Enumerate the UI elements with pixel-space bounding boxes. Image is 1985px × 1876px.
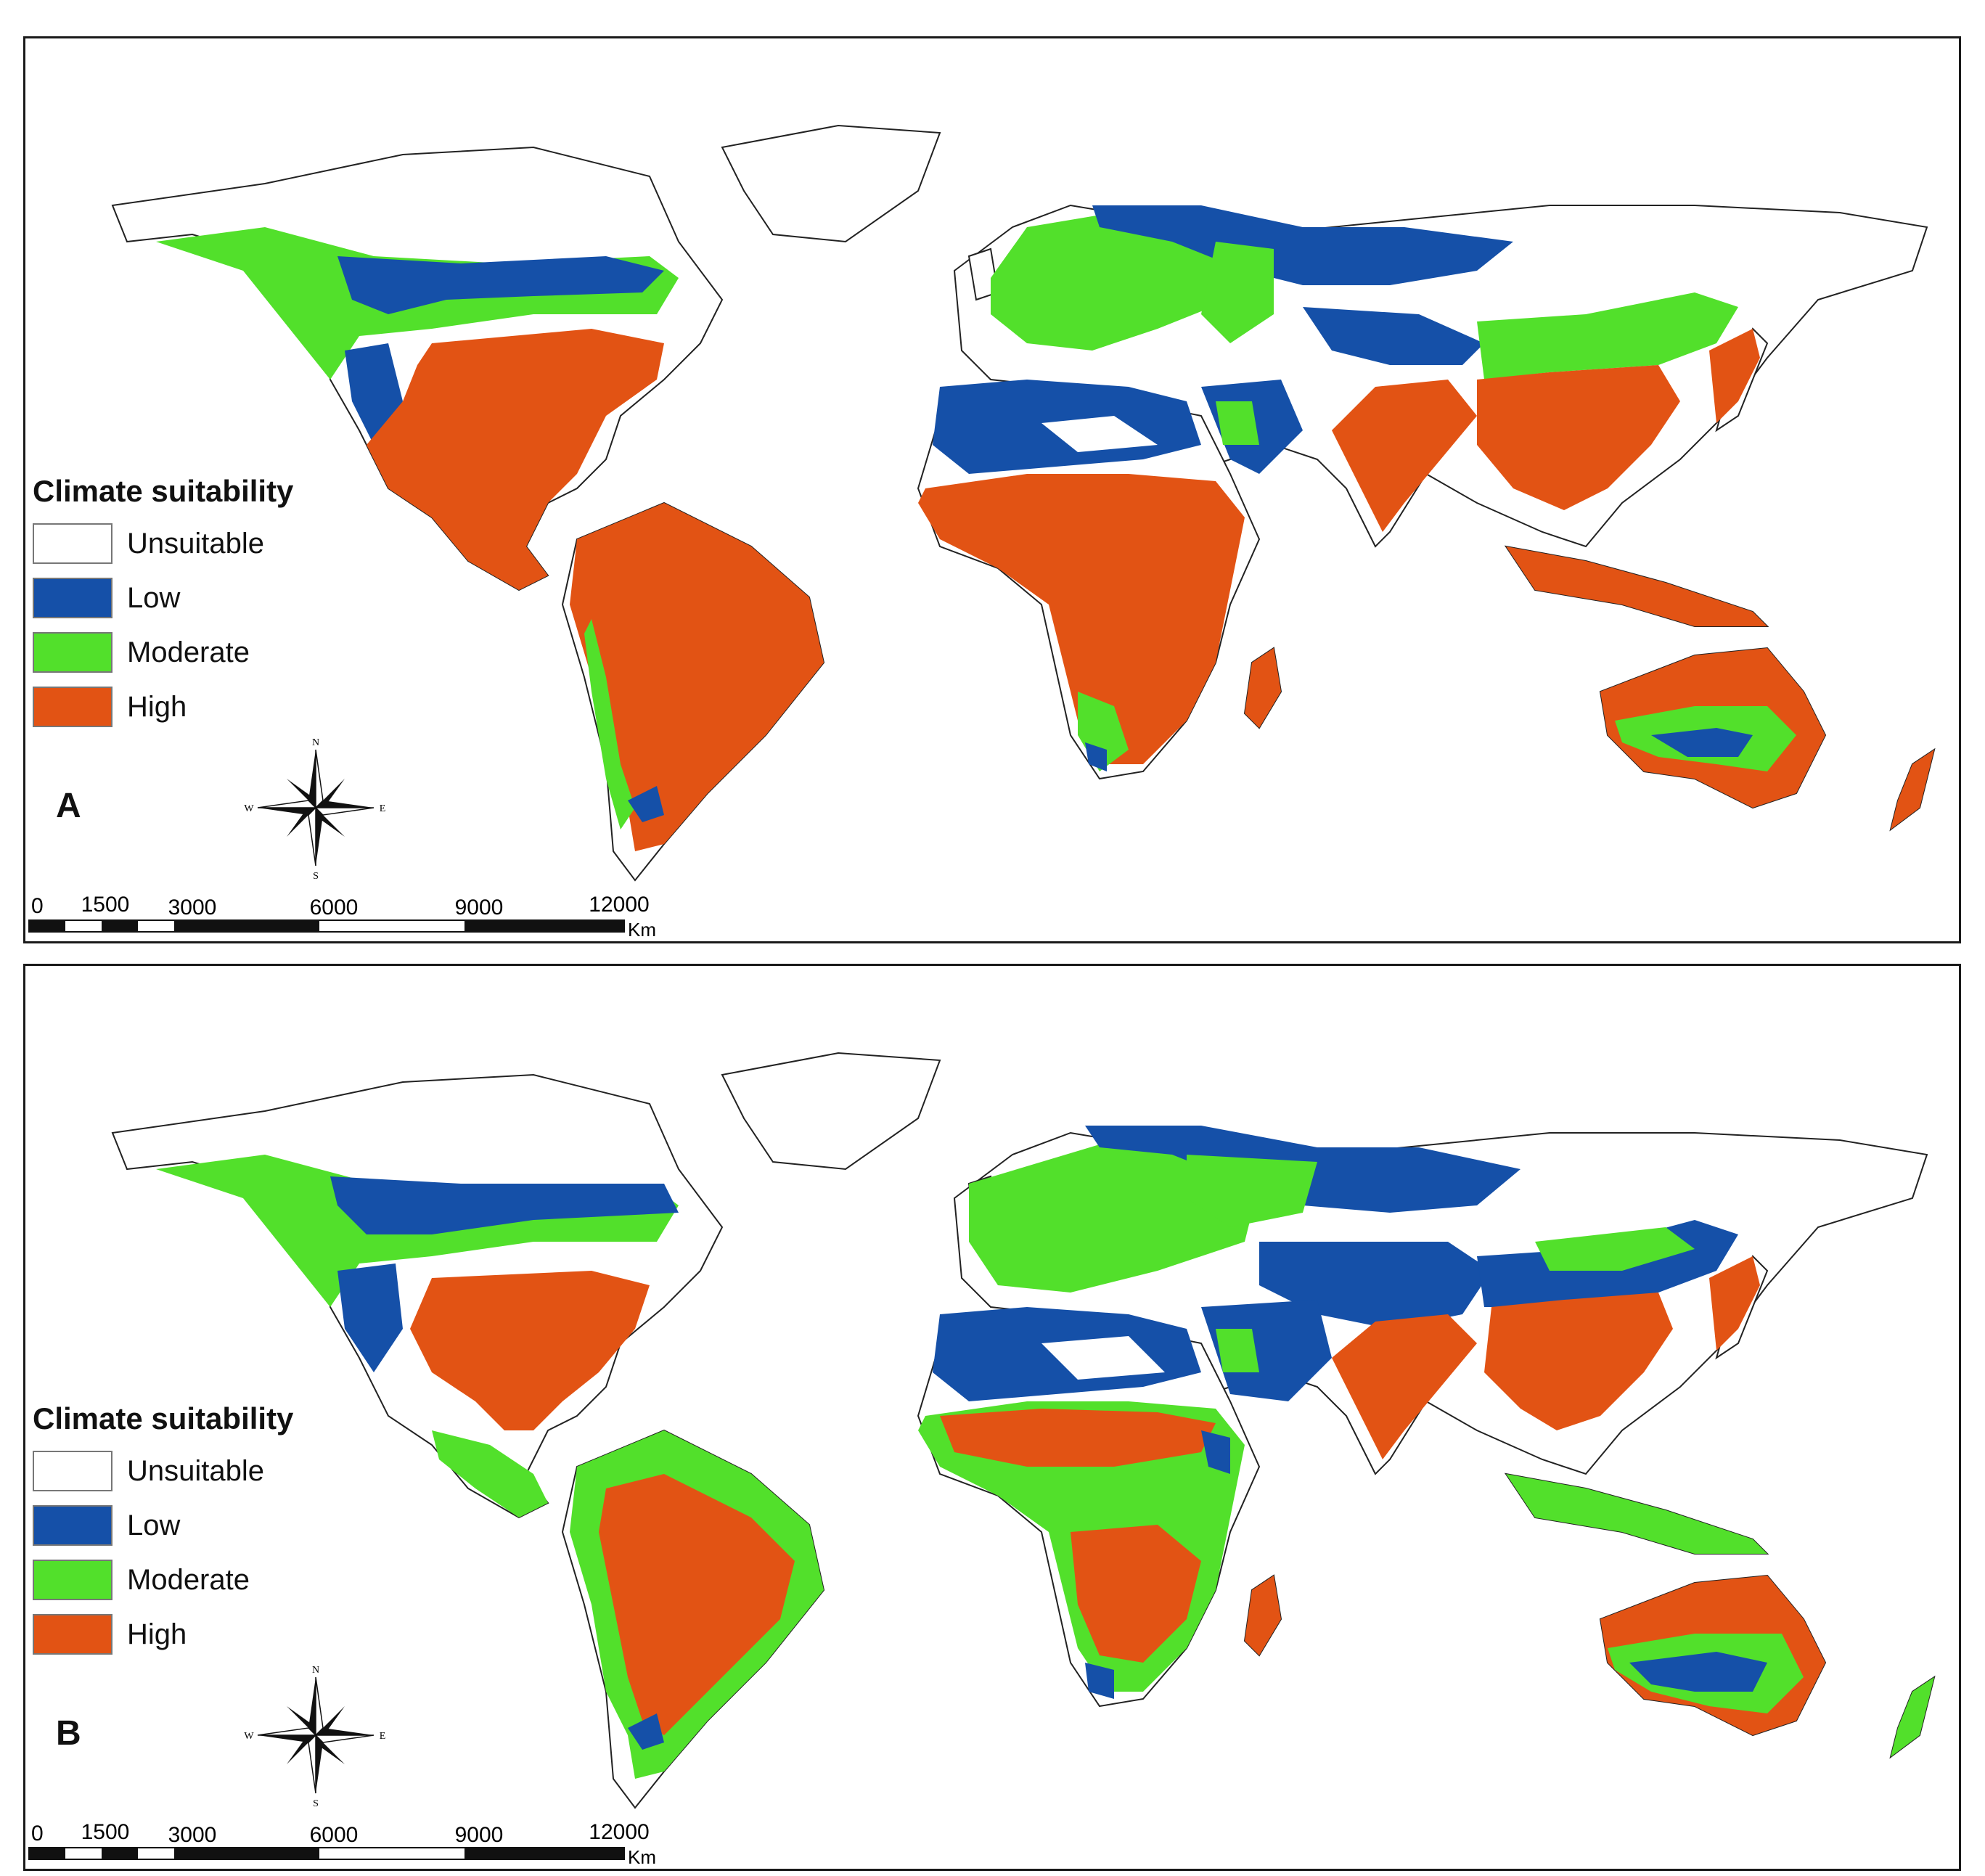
scale-unit: Km: [628, 1846, 656, 1868]
scale-tick: 6000: [310, 896, 359, 919]
legend-swatch-high: [33, 1614, 112, 1655]
scale-tick: 9000: [455, 896, 504, 919]
legend-swatch-high: [33, 687, 112, 727]
legend-title: Climate suitability: [33, 474, 294, 508]
legend-label: Unsuitable: [127, 1454, 265, 1487]
legend-swatch-unsuitable: [33, 1451, 112, 1491]
compass-rose-icon: N S E W: [244, 1665, 386, 1808]
legend-item-low: Low: [33, 576, 293, 620]
scale-tick: 1500: [81, 1820, 130, 1844]
legend-label: Low: [127, 1509, 181, 1541]
legend-item-unsuitable: Unsuitable: [33, 1449, 293, 1493]
map-panel-a: Climate suitability Unsuitable Low Moder…: [23, 36, 1961, 943]
scale-tick: 0: [31, 1822, 44, 1846]
compass-w: W: [244, 803, 254, 814]
legend-swatch-unsuitable: [33, 523, 112, 564]
compass-n: N: [312, 737, 319, 748]
scale-tick: 12000: [589, 893, 649, 917]
legend-swatch-low: [33, 1505, 112, 1546]
legend-label: High: [127, 1618, 187, 1650]
legend-label: Moderate: [127, 636, 250, 668]
compass-n: N: [312, 1665, 319, 1676]
legend-swatch-moderate: [33, 1560, 112, 1600]
suitability-zones-b: [156, 1126, 1934, 1779]
legend-label: Moderate: [127, 1563, 250, 1596]
legend-label: Unsuitable: [127, 527, 265, 560]
compass-w: W: [244, 1731, 254, 1742]
compass-e: E: [380, 803, 386, 814]
panel-label: B: [56, 1714, 81, 1753]
compass-rose-icon: N S E W: [244, 737, 386, 880]
legend-item-high: High: [33, 685, 293, 729]
map-panel-b: Climate suitability Unsuitable Low Moder…: [23, 964, 1961, 1871]
scale-tick: 12000: [589, 1820, 649, 1844]
scale-tick: 3000: [168, 1823, 217, 1847]
legend-label: Low: [127, 581, 181, 614]
legend-item-unsuitable: Unsuitable: [33, 522, 293, 565]
legend-item-low: Low: [33, 1504, 293, 1547]
legend-swatch-moderate: [33, 632, 112, 673]
scale-bar: 0 1500 3000 6000 9000 12000 Km: [28, 893, 656, 941]
world-map-a: [112, 125, 1935, 881]
compass-s: S: [313, 871, 319, 880]
scale-bar: 0 1500 3000 6000 9000 12000 Km: [28, 1820, 656, 1868]
legend-swatch-low: [33, 578, 112, 618]
legend: Climate suitability Unsuitable Low Moder…: [33, 474, 293, 740]
world-map-b: [112, 1052, 1935, 1809]
legend-label: High: [127, 690, 187, 723]
scale-tick: 1500: [81, 893, 130, 917]
legend-item-moderate: Moderate: [33, 631, 293, 674]
scale-tick: 0: [31, 894, 44, 918]
panel-label: A: [56, 787, 81, 825]
legend: Climate suitability Unsuitable Low Moder…: [33, 1401, 293, 1667]
scale-unit: Km: [628, 919, 656, 941]
scale-tick: 9000: [455, 1823, 504, 1847]
legend-item-high: High: [33, 1613, 293, 1656]
legend-item-moderate: Moderate: [33, 1558, 293, 1602]
scale-tick: 3000: [168, 896, 217, 919]
scale-tick: 6000: [310, 1823, 359, 1847]
suitability-zones-a: [156, 205, 1934, 851]
compass-s: S: [313, 1798, 319, 1808]
compass-e: E: [380, 1731, 386, 1742]
legend-title: Climate suitability: [33, 1401, 294, 1435]
